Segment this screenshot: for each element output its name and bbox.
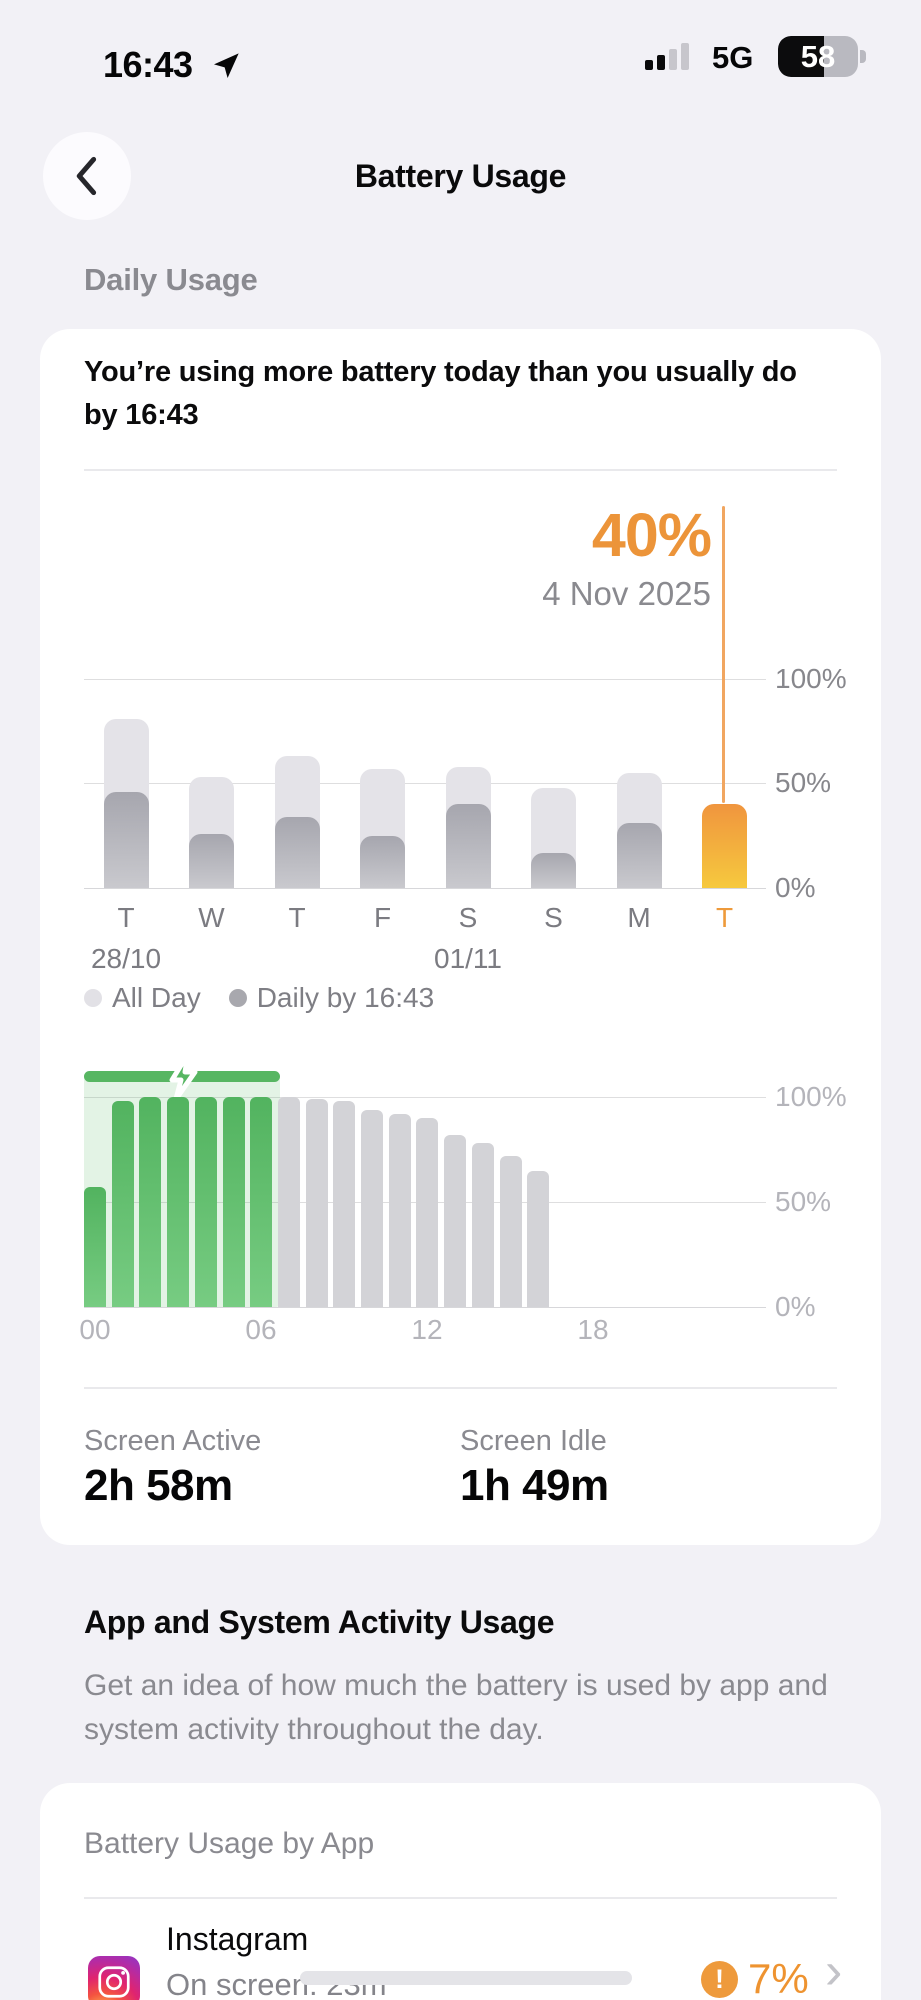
weekly-xtick: S <box>544 902 563 933</box>
screen-idle-value: 1h 49m <box>460 1461 609 1510</box>
hourly-battery-bar[interactable] <box>139 1097 162 1307</box>
hourly-gridline-0 <box>84 1307 766 1308</box>
weekly-bar[interactable] <box>274 816 320 888</box>
app-name[interactable]: Instagram <box>166 1921 309 1957</box>
weekly-xtick: T <box>117 902 135 933</box>
weekly-xtick: S <box>458 902 478 933</box>
legend-all-day-label: All Day <box>112 982 201 1013</box>
battery-fill <box>778 36 825 77</box>
instagram-app-icon <box>88 1956 140 2000</box>
chevron-left-icon <box>76 156 97 196</box>
hourly-xtick-18: 18 <box>577 1314 609 1345</box>
daily-usage-section-header: Daily Usage <box>84 262 258 297</box>
weekly-bar[interactable] <box>702 804 747 888</box>
status-time: 16:43 <box>103 44 193 85</box>
app-usage-bar <box>300 1971 632 1985</box>
weekly-xtick: F <box>373 902 392 933</box>
daily-usage-card: You’re using more battery today than you… <box>40 329 881 1545</box>
weekly-date-label: 28/10 <box>90 943 162 974</box>
chart-legend: All Day Daily by 16:43 <box>84 982 434 1014</box>
status-bar: 16:43 5G 58 <box>0 0 921 100</box>
hourly-battery-bar[interactable] <box>471 1143 494 1307</box>
hourly-battery-bar[interactable] <box>527 1170 550 1307</box>
chevron-right-icon[interactable]: › <box>825 1942 843 2000</box>
hourly-battery-bar[interactable] <box>333 1101 356 1307</box>
screen-active-label: Screen Active <box>84 1425 262 1457</box>
selected-day-callout: 40% 4 Nov 2025 <box>542 501 712 613</box>
location-arrow-icon <box>214 53 239 78</box>
gridline-0 <box>84 888 766 889</box>
weekly-xtick: T <box>715 902 734 933</box>
weekly-bar[interactable] <box>445 804 491 888</box>
hourly-battery-bar[interactable] <box>194 1097 217 1307</box>
hourly-xtick-06: 06 <box>245 1314 277 1345</box>
legend-all-day: All Day <box>84 982 201 1014</box>
battery-tip <box>860 50 866 63</box>
weekly-bar[interactable] <box>189 833 234 888</box>
battery-indicator-icon: 58 <box>778 36 858 77</box>
selected-day-value: 40% <box>591 501 712 569</box>
usage-headline: You’re using more battery today than you… <box>84 356 797 431</box>
hourly-gridline-100 <box>84 1097 766 1098</box>
divider <box>84 469 837 471</box>
legend-daily-label: Daily by 16:43 <box>256 982 435 1013</box>
gridline-100 <box>84 679 766 680</box>
legend-dot-all-day <box>84 989 102 1007</box>
lightning-bolt-icon <box>169 1052 198 1102</box>
weekly-xtick: M <box>627 902 651 933</box>
camera-glyph <box>98 1966 130 1998</box>
hourly-battery-bar[interactable] <box>305 1099 328 1307</box>
legend-dot-daily <box>228 989 247 1007</box>
battery-percent-label: 58 <box>800 38 836 74</box>
hourly-battery-bar[interactable] <box>111 1101 134 1307</box>
app-battery-percent: 7% <box>748 1955 809 2000</box>
divider <box>84 1897 837 1899</box>
hourly-battery-bar[interactable] <box>388 1113 411 1307</box>
network-type-label: 5G <box>712 40 754 75</box>
hourly-battery-bar[interactable] <box>499 1155 522 1307</box>
hourly-battery-bar[interactable] <box>167 1097 190 1307</box>
weekly-bar[interactable] <box>103 791 149 888</box>
apps-card-header: Battery Usage by App <box>84 1827 375 1860</box>
hourly-battery-bar[interactable] <box>277 1097 300 1307</box>
weekly-bar[interactable] <box>531 852 576 888</box>
back-button[interactable] <box>43 132 131 220</box>
hourly-battery-bar[interactable] <box>444 1134 467 1307</box>
hourly-battery-bar[interactable] <box>250 1097 273 1307</box>
weekly-ytick-50: 50% <box>775 767 832 798</box>
hourly-battery-bar[interactable] <box>416 1118 439 1307</box>
activity-section-description: Get an idea of how much the battery is u… <box>84 1669 828 1746</box>
selection-line <box>722 506 725 803</box>
screen-idle-label: Screen Idle <box>460 1425 607 1457</box>
battery-usage-by-app-card: Battery Usage by App Instagram On screen… <box>40 1783 881 2000</box>
weekly-ytick-0: 0% <box>775 872 816 903</box>
hourly-battery-bar[interactable] <box>84 1187 106 1307</box>
battery-level-chart[interactable] <box>84 1052 766 1307</box>
cellular-signal-icon <box>645 42 697 70</box>
divider <box>84 1387 837 1389</box>
hourly-battery-bar[interactable] <box>361 1109 383 1307</box>
weekly-xtick: W <box>198 902 225 933</box>
weekly-axis-labels: T W T F S S M T 28/10 01/11 <box>40 902 881 992</box>
hourly-xtick-00: 00 <box>79 1314 111 1345</box>
hourly-ytick-50: 50% <box>775 1186 832 1217</box>
weekly-bar[interactable] <box>360 835 405 888</box>
weekly-ytick-100: 100% <box>775 663 847 694</box>
weekly-xtick: T <box>288 902 306 933</box>
weekly-usage-chart[interactable] <box>40 679 881 888</box>
selected-day-date: 4 Nov 2025 <box>542 575 711 612</box>
hourly-ytick-100: 100% <box>775 1081 847 1112</box>
gridline-50 <box>84 783 766 784</box>
legend-daily: Daily by 16:43 <box>228 982 435 1014</box>
hourly-xtick-12: 12 <box>411 1314 443 1345</box>
weekly-bar[interactable] <box>616 823 662 888</box>
warning-icon: ! <box>701 1961 738 1998</box>
hourly-battery-bar[interactable] <box>222 1097 245 1307</box>
screen-active-value: 2h 58m <box>84 1461 233 1510</box>
activity-section-title: App and System Activity Usage <box>84 1604 555 1640</box>
hourly-ytick-0: 0% <box>775 1291 816 1322</box>
page-title: Battery Usage <box>354 158 567 194</box>
weekly-date-label: 01/11 <box>434 943 502 974</box>
